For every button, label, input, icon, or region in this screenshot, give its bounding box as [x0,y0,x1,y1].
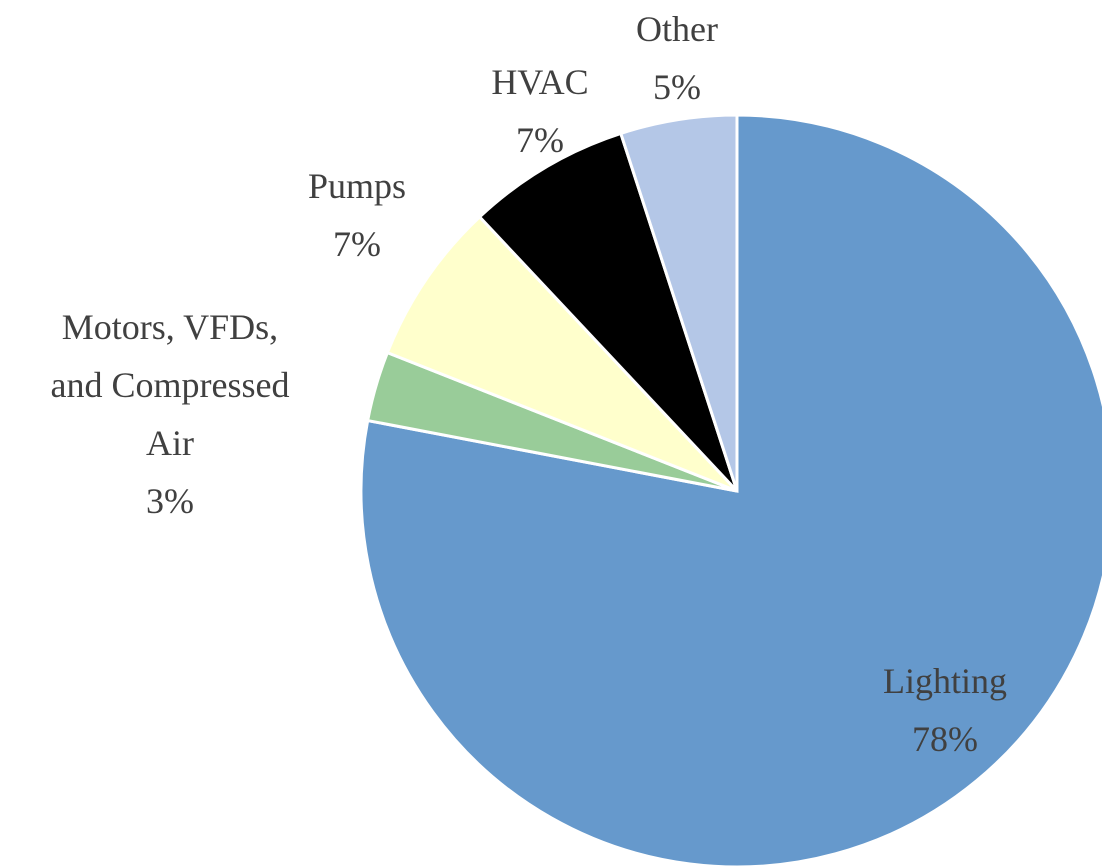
slice-label: Lighting 78% [795,652,1095,768]
slice-label: Motors, VFDs, and Compressed Air 3% [33,298,308,530]
pie-slice [618,113,739,492]
category-label: HVAC [491,62,589,102]
category-label: Other [636,9,718,49]
value-label: 78% [912,719,978,759]
value-label: 5% [653,67,701,107]
pie-slice [385,214,739,493]
pie-slice [477,131,739,493]
slice-label: Pumps 7% [207,157,507,273]
value-label: 7% [516,120,564,160]
category-label: Motors, VFDs, and Compressed Air [50,307,290,463]
value-label: 3% [146,481,194,521]
slice-label: HVAC 7% [390,53,690,169]
slice-label: Other 5% [527,0,827,116]
category-label: Pumps [307,166,407,206]
category-label: Lighting [883,661,1007,701]
value-label: 7% [333,224,381,264]
